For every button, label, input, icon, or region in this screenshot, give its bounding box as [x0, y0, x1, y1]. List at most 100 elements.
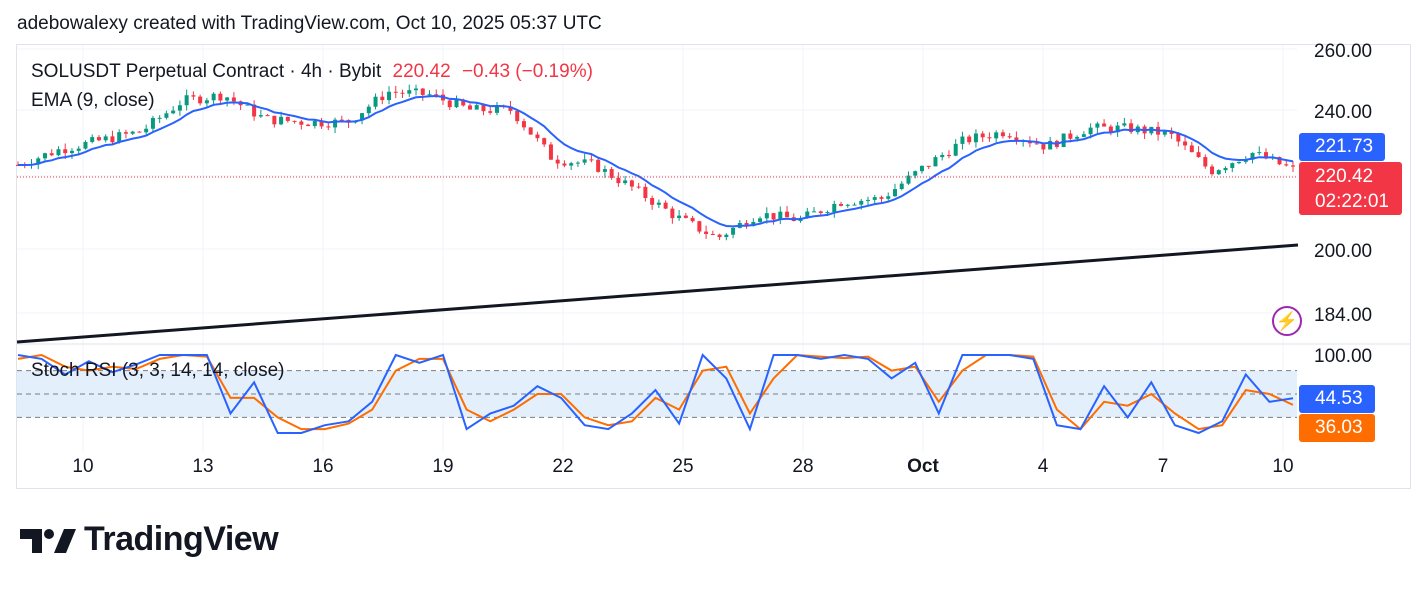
- symbol-label: SOLUSDT Perpetual Contract · 4h · Bybit: [31, 61, 382, 82]
- candle: [1007, 133, 1012, 139]
- candle: [252, 100, 257, 121]
- tradingview-logo-text: TradingView: [84, 520, 279, 558]
- candle: [454, 95, 459, 109]
- time-tick-label: 7: [1158, 456, 1169, 477]
- stoch-d-box: 36.03: [1299, 414, 1375, 442]
- time-tick-label: 25: [672, 456, 693, 477]
- candle: [177, 100, 182, 116]
- candle: [973, 129, 978, 148]
- candle: [623, 176, 628, 185]
- candle: [380, 91, 385, 105]
- candle: [575, 161, 580, 168]
- candle: [677, 209, 682, 221]
- candle: [602, 165, 607, 178]
- candle: [387, 86, 392, 105]
- candle: [157, 115, 162, 124]
- candle: [771, 213, 776, 225]
- candle: [886, 192, 891, 202]
- candle: [629, 179, 634, 191]
- candle: [285, 116, 290, 123]
- candle: [906, 171, 911, 185]
- candle: [1216, 169, 1221, 176]
- candle: [49, 149, 54, 157]
- stoch-band-lines: [17, 370, 1297, 418]
- candle: [744, 219, 749, 229]
- legend-change: −0.43 (−0.19%): [461, 61, 593, 82]
- candle: [96, 135, 101, 142]
- candle: [899, 181, 904, 191]
- stoch-tick-100: 100.00: [1314, 346, 1372, 367]
- candle: [987, 132, 992, 142]
- candle: [171, 106, 176, 115]
- candle: [1196, 146, 1201, 158]
- candle: [76, 146, 81, 155]
- candle: [656, 199, 661, 209]
- candle: [393, 85, 398, 99]
- candle: [90, 134, 95, 144]
- candle: [724, 233, 729, 241]
- time-tick-label: 10: [72, 456, 93, 477]
- candle: [609, 166, 614, 180]
- candle: [164, 110, 169, 120]
- countdown-value: 02:22:01: [1315, 191, 1389, 212]
- candle: [373, 93, 378, 110]
- candle: [1142, 124, 1147, 139]
- candle: [926, 165, 931, 170]
- candle: [366, 104, 371, 117]
- candle: [589, 154, 594, 163]
- candle: [1000, 129, 1005, 139]
- candle: [258, 109, 263, 118]
- legend-symbol-row[interactable]: SOLUSDT Perpetual Contract · 4h · Bybit …: [31, 61, 593, 83]
- candle: [481, 103, 486, 116]
- time-tick-label: 13: [192, 456, 213, 477]
- candle: [960, 131, 965, 150]
- chart-frame: [16, 44, 1411, 489]
- candle: [198, 94, 203, 106]
- candle: [191, 91, 196, 100]
- candle: [535, 131, 540, 142]
- attribution-header: adebowalexy created with TradingView.com…: [17, 13, 602, 34]
- candle: [569, 161, 574, 171]
- time-axis: 10 13 16 19 22 25 28 Oct 4 7 10: [72, 456, 1293, 477]
- candle: [1223, 166, 1228, 174]
- candle: [596, 158, 601, 173]
- candle: [953, 139, 958, 157]
- time-tick-label: Oct: [907, 456, 939, 477]
- price-tick-184: 184.00: [1314, 305, 1372, 326]
- candle: [548, 142, 553, 160]
- legend-stoch-rsi[interactable]: Stoch RSI (3, 3, 14, 14, close): [31, 360, 285, 381]
- candle: [785, 206, 790, 218]
- candle: [123, 129, 128, 139]
- legend-ema[interactable]: EMA (9, close): [31, 90, 155, 111]
- candle: [1095, 121, 1100, 134]
- candle: [1169, 127, 1174, 139]
- tradingview-logo-icon: [20, 528, 76, 553]
- candle: [1183, 136, 1188, 151]
- candle: [150, 115, 155, 132]
- candle: [670, 206, 675, 224]
- time-tick-label: 16: [312, 456, 333, 477]
- candle: [1115, 121, 1120, 137]
- candle: [690, 215, 695, 223]
- candle: [299, 119, 304, 130]
- candle: [643, 183, 648, 202]
- candle: [1210, 164, 1215, 176]
- candle: [940, 152, 945, 161]
- candle: [845, 203, 850, 208]
- price-tick-260: 260.00: [1314, 41, 1372, 62]
- candle: [636, 182, 641, 189]
- candle: [306, 123, 311, 127]
- candle: [265, 114, 270, 117]
- candle: [292, 120, 297, 124]
- lightning-icon[interactable]: ⚡: [1272, 306, 1302, 336]
- candle: [494, 101, 499, 116]
- candle: [144, 124, 149, 137]
- candle: [407, 84, 412, 97]
- candle: [467, 103, 472, 110]
- candle: [83, 140, 88, 150]
- candle: [211, 92, 216, 107]
- candle: [1203, 154, 1208, 169]
- candle: [447, 98, 452, 110]
- candle: [1237, 161, 1242, 165]
